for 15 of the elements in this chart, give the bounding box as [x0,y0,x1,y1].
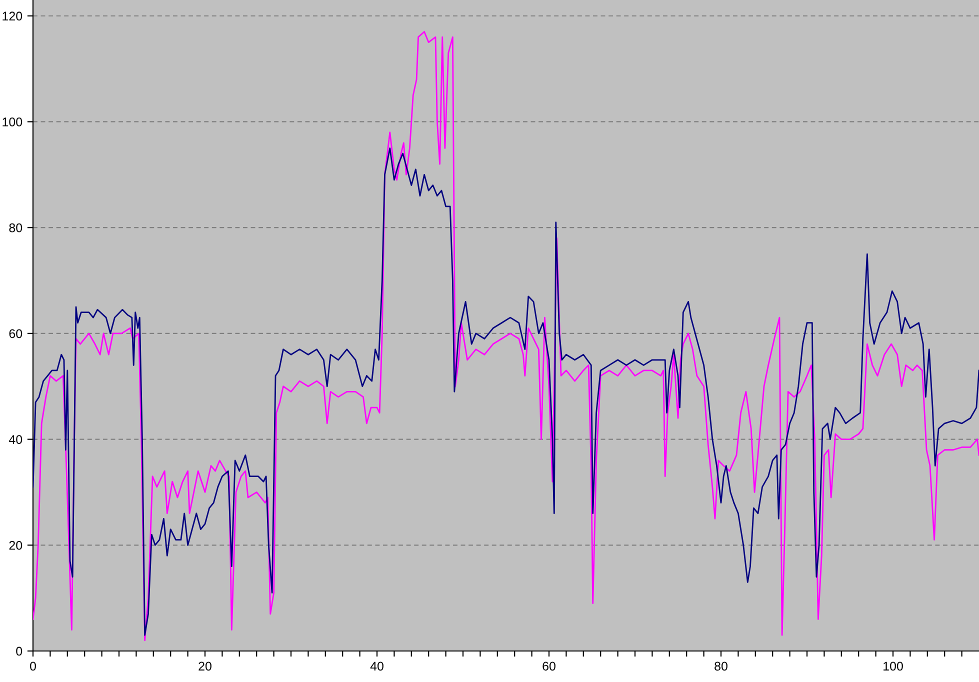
x-tick-label: 80 [714,662,728,671]
y-tick-label: 40 [8,435,22,444]
x-tick-label: 0 [30,662,36,671]
x-tick-label: 60 [542,662,556,671]
line-series [33,31,979,642]
y-tick-label: 120 [2,12,22,21]
line-series [33,148,979,636]
y-tick-label: 60 [9,329,22,338]
y-tick-label: 0 [16,646,22,656]
x-tick-label: 40 [370,662,384,671]
x-tick-label: 20 [198,662,212,671]
y-tick-label: 20 [9,540,22,550]
y-tick-label: 80 [9,223,22,232]
y-tick-label: 100 [2,118,22,126]
x-tick-label: 100 [884,662,903,671]
